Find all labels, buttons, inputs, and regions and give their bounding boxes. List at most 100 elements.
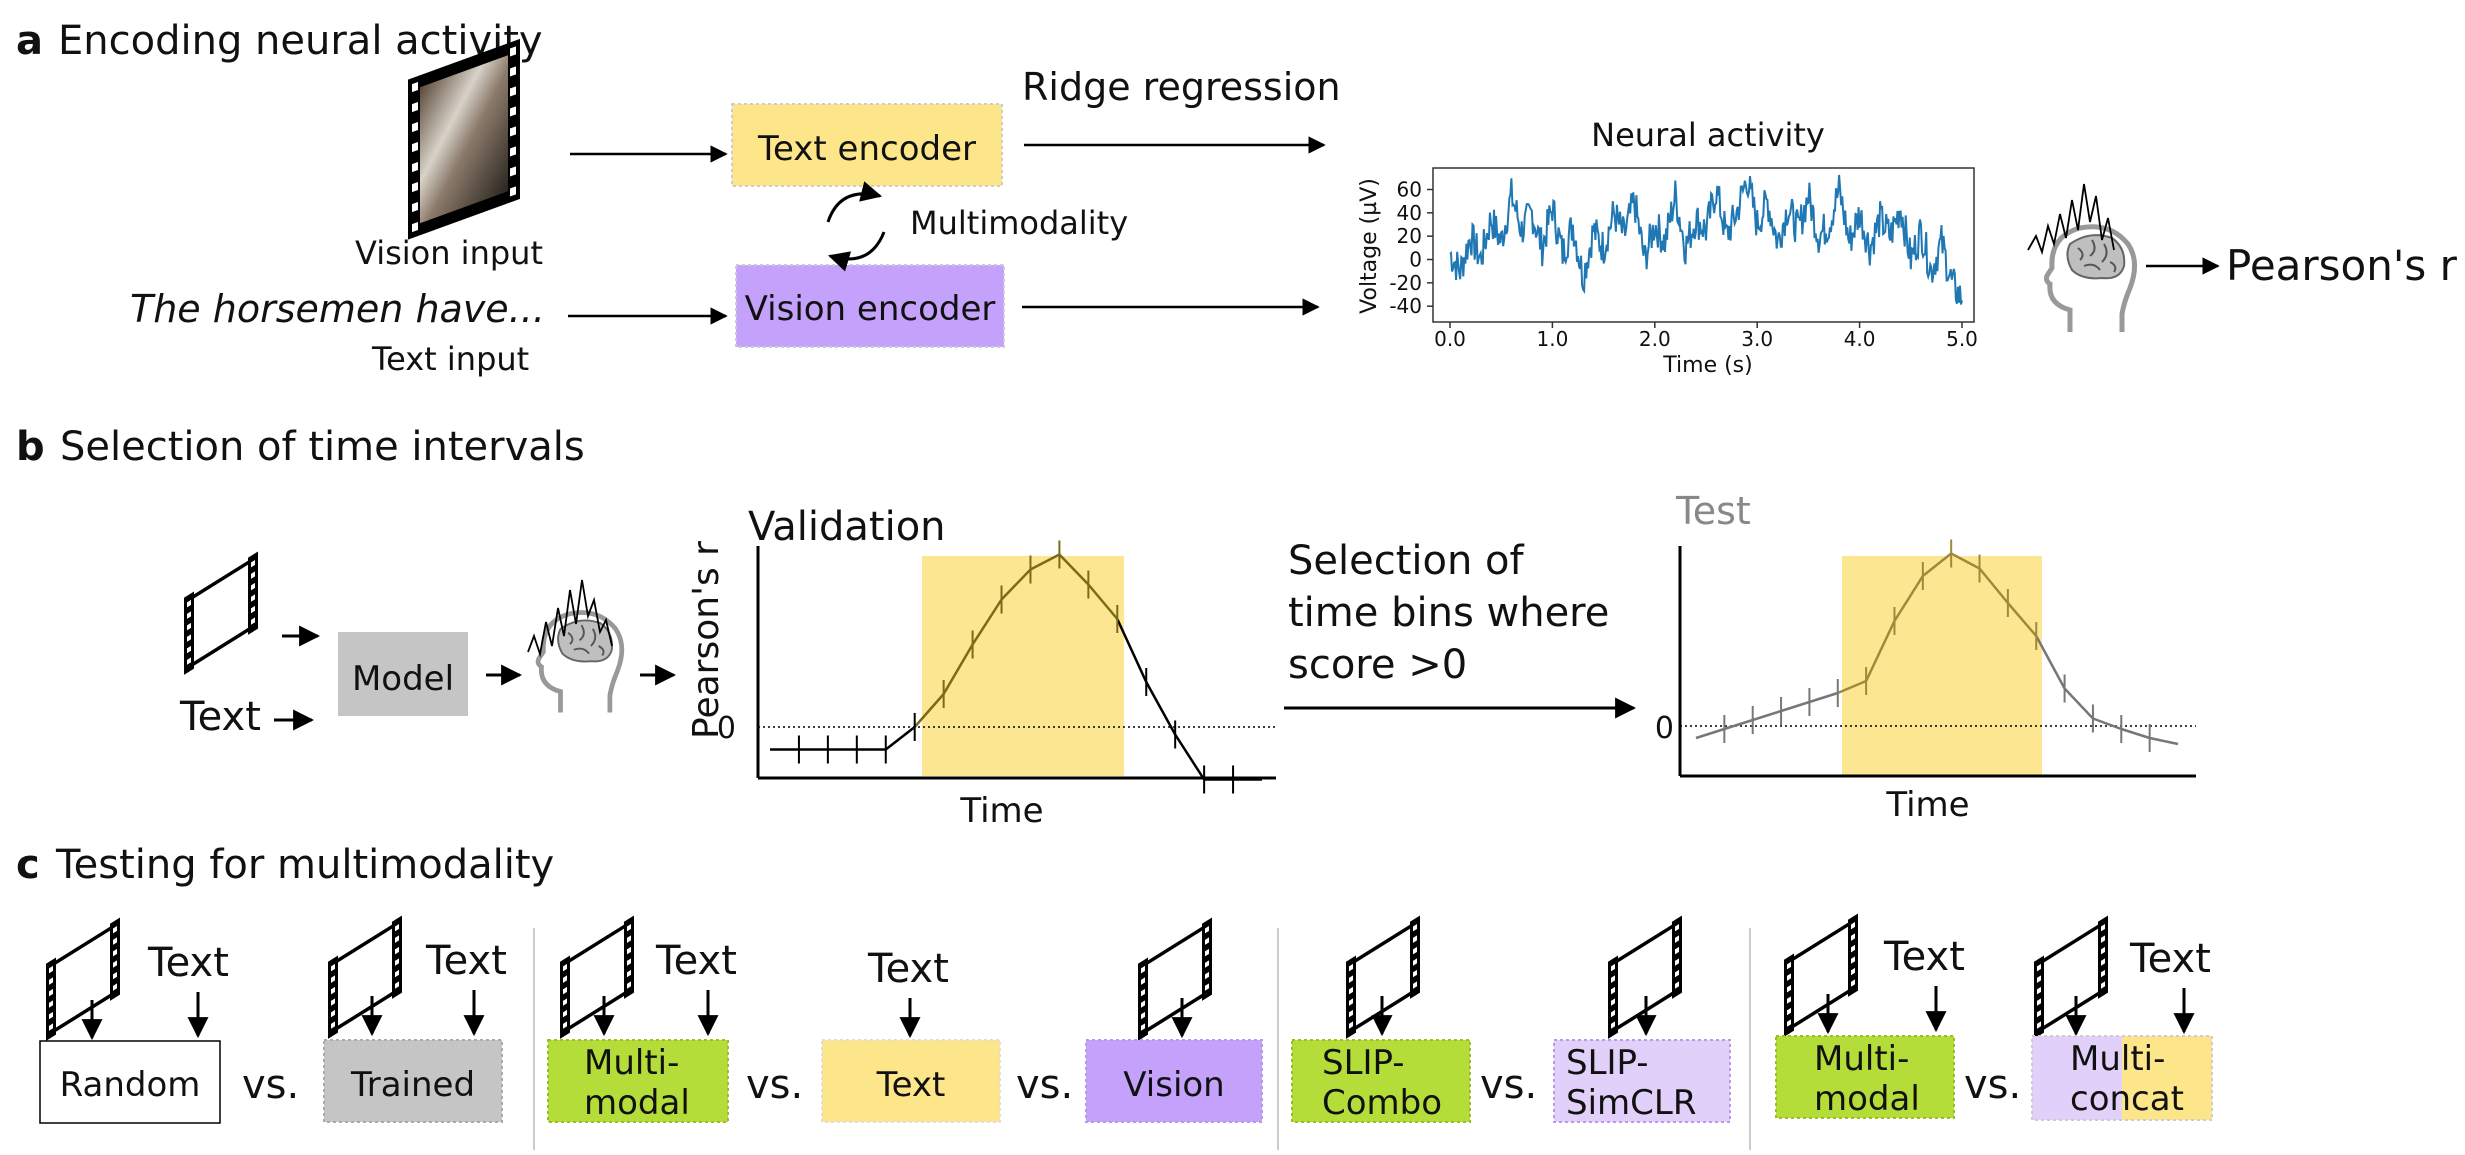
neural-chart-xlabel: Time (s)	[1662, 353, 1752, 378]
film-image-icon	[408, 38, 520, 240]
text-label-b: Text	[179, 694, 261, 740]
validation-segment	[1145, 681, 1177, 736]
text-input-sentence: The horsemen have...	[130, 287, 545, 331]
head-signal-icon	[2027, 183, 2115, 256]
test-chart: Test 0 Time	[1655, 489, 2196, 825]
text-only-box	[821, 1039, 1001, 1123]
test-xlabel: Time	[1885, 785, 1969, 825]
neural-chart-title: Neural activity	[1591, 116, 1825, 154]
selection-text-line3: score >0	[1288, 642, 1467, 688]
film-icon-c3	[560, 916, 634, 1039]
panel-c-title: Testing for multimodality	[55, 842, 554, 888]
vs-2: vs.	[746, 1062, 803, 1108]
selection-text-line2: time bins where	[1288, 590, 1609, 636]
panel-b: b Selection of time intervals Text Model…	[16, 424, 2196, 831]
validation-segment	[1174, 733, 1206, 781]
neural-xtick-label: 2.0	[1639, 327, 1671, 351]
slip-simclr-label-b: SimCLR	[1566, 1083, 1696, 1123]
panel-b-letter: b	[16, 424, 45, 470]
validation-segment	[1058, 553, 1090, 586]
slip-combo-box	[1291, 1039, 1471, 1123]
panel-c: c Testing for multimodality Text Random …	[16, 842, 2213, 1150]
neural-ytick-label: 20	[1397, 224, 1422, 248]
text-label-c4: Text	[867, 946, 949, 992]
vision-only-box	[1085, 1039, 1263, 1123]
test-segment	[1864, 620, 1896, 682]
neural-ytick-label: -20	[1389, 271, 1422, 295]
test-segment	[2120, 727, 2151, 740]
vision-encoder-box	[735, 264, 1005, 348]
multiconcat-label-a: Multi-	[2070, 1039, 2165, 1079]
film-icon-c1	[46, 918, 120, 1041]
text-label-c3: Text	[655, 938, 737, 984]
validation-segment	[1116, 618, 1148, 683]
vision-only-label: Vision	[1123, 1065, 1224, 1105]
trained-label: Trained	[350, 1065, 475, 1105]
multiconcat-right	[2122, 1036, 2212, 1120]
multimodality-cycle-icon	[826, 181, 886, 272]
validation-segment	[913, 693, 945, 728]
vs-5: vs.	[1964, 1062, 2021, 1108]
text-encoder-label: Text encoder	[757, 129, 976, 169]
validation-segment	[971, 598, 1003, 646]
neural-xtick-label: 0.0	[1434, 327, 1466, 351]
test-curve	[1695, 539, 2179, 752]
test-segment	[2149, 736, 2179, 746]
multimodal-label-2b: modal	[1814, 1079, 1920, 1119]
panel-b-title: Selection of time intervals	[60, 424, 585, 470]
multimodality-label: Multimodality	[910, 204, 1128, 242]
neural-ytick-label: 0	[1409, 248, 1422, 272]
validation-segment	[1029, 553, 1060, 571]
multiconcat-left	[2032, 1036, 2122, 1120]
slip-combo-label-a: SLIP-	[1322, 1043, 1405, 1083]
neural-ytick-label: 40	[1397, 201, 1422, 225]
neural-xtick-label: 4.0	[1844, 327, 1876, 351]
validation-segment	[884, 726, 916, 751]
neural-ytick-label: 60	[1397, 178, 1422, 202]
panel-a-title: Encoding neural activity	[58, 18, 543, 64]
brain-head-icon-b	[538, 612, 622, 712]
multimodal-box-2	[1775, 1035, 1955, 1119]
validation-title: Validation	[748, 504, 946, 550]
text-label-c2: Text	[425, 938, 507, 984]
film-icon-c2	[328, 916, 402, 1039]
validation-segment	[1087, 583, 1119, 620]
slip-simclr-box	[1553, 1039, 1731, 1123]
validation-xlabel: Time	[959, 791, 1043, 831]
test-segment	[1752, 709, 1782, 722]
text-label-c1: Text	[147, 940, 229, 986]
validation-curve	[770, 540, 1262, 794]
vs-3: vs.	[1016, 1062, 1073, 1108]
film-icon-c9	[2034, 916, 2108, 1039]
random-box	[39, 1040, 221, 1124]
text-label-c9: Text	[2129, 936, 2211, 982]
test-segment	[2092, 717, 2122, 731]
text-input-label: Text input	[371, 340, 529, 378]
text-encoder-box	[731, 103, 1003, 187]
neural-ytick-label: -40	[1389, 294, 1422, 318]
test-zero-tick: 0	[1655, 711, 1674, 746]
model-label: Model	[352, 659, 454, 699]
test-segment	[1893, 575, 1924, 622]
neural-activity-signal	[1449, 174, 1963, 305]
test-segment	[1837, 679, 1867, 695]
multimodal-label-2a: Multi-	[1814, 1039, 1909, 1079]
neural-chart-frame	[1432, 167, 1975, 323]
neural-activity-chart: Neural activity 0.0 1.0 2.0 3.0 4.0 5.0 604020…	[1357, 116, 1978, 378]
film-icon-c5	[1138, 918, 1212, 1041]
test-segment	[1695, 727, 1725, 740]
multiconcat-box	[2031, 1035, 2213, 1121]
text-label-c8: Text	[1883, 934, 1965, 980]
model-box	[338, 632, 468, 716]
test-segment	[1809, 691, 1839, 704]
test-segment	[2006, 602, 2038, 637]
multimodal-label-1a: Multi-	[584, 1043, 679, 1083]
trained-box	[323, 1039, 503, 1123]
neural-xtick-label: 1.0	[1536, 327, 1568, 351]
ridge-regression-label: Ridge regression	[1022, 65, 1341, 109]
test-segment	[1950, 552, 1981, 570]
selection-text-line1: Selection of	[1288, 538, 1525, 584]
neural-chart-ylabel: Voltage (µV)	[1357, 178, 1382, 314]
multimodal-box-1	[547, 1039, 729, 1123]
vs-4: vs.	[1480, 1062, 1537, 1108]
